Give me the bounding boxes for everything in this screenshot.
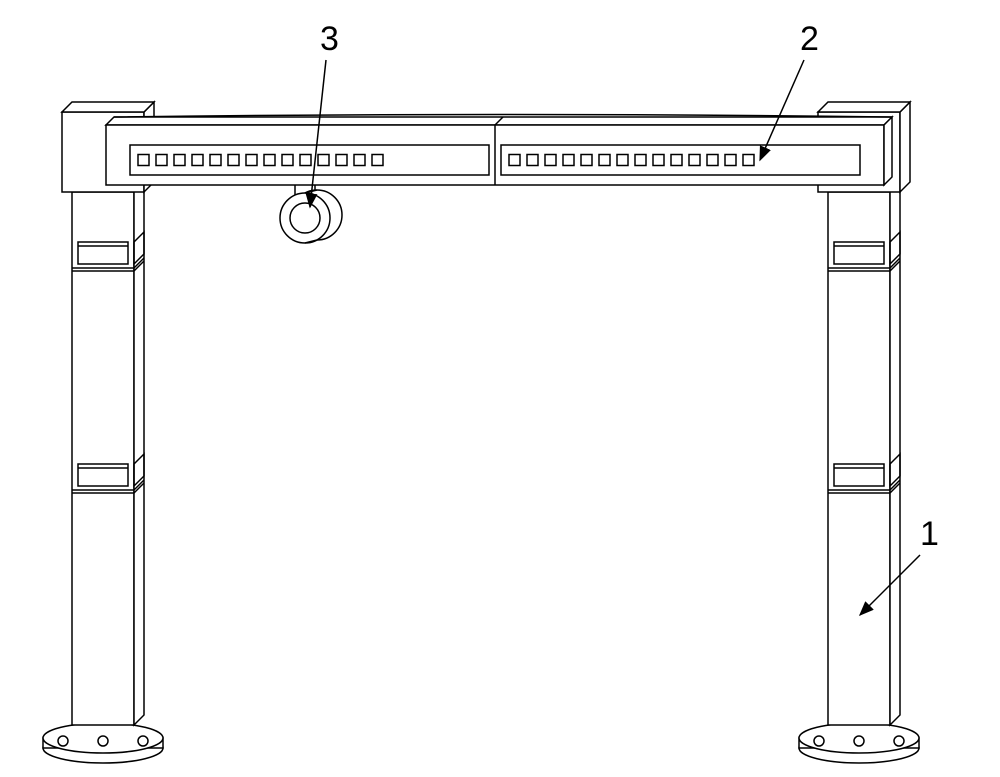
base-flange xyxy=(43,723,163,763)
label-1-text: 1 xyxy=(920,515,939,553)
base-flange xyxy=(799,723,919,763)
support-post-left xyxy=(62,102,154,725)
label-3-text: 3 xyxy=(320,20,339,58)
technical-drawing: 3 2 1 xyxy=(0,0,1000,777)
cross-beam xyxy=(106,115,892,186)
support-post-right xyxy=(818,102,910,725)
label-2-text: 2 xyxy=(800,20,819,58)
